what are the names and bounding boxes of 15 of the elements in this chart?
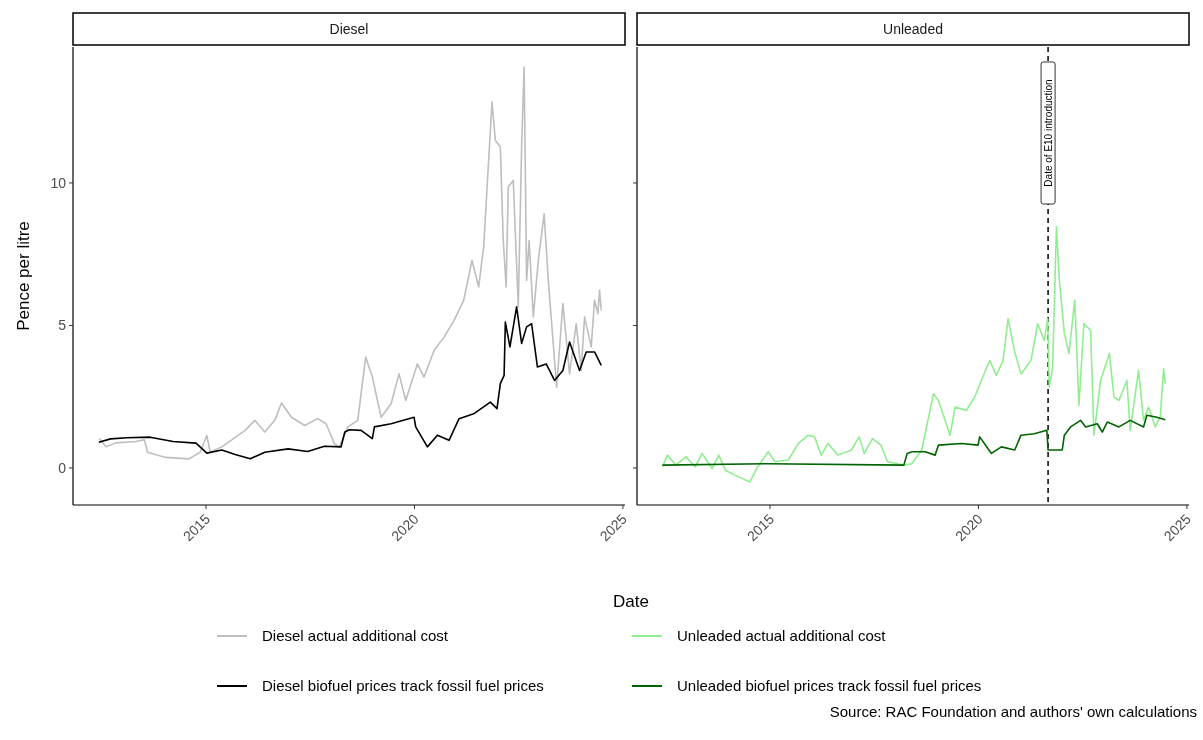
- line-series: [98, 66, 603, 460]
- x-axis-title: Date: [613, 592, 649, 611]
- chart-title: Diesel: [329, 21, 369, 37]
- line-series: [98, 306, 603, 460]
- source-note: Source: RAC Foundation and authors' own calculations: [829, 703, 1197, 721]
- legend-label: Unleaded biofuel prices track fossil fuel prices: [677, 677, 982, 695]
- y-axis-title: Pence per litre: [14, 221, 33, 331]
- legend-label: Unleaded actual additional cost: [677, 627, 887, 645]
- legend-label: Diesel biofuel prices track fossil fuel prices: [262, 677, 544, 695]
- legend-label: Diesel actual additional cost: [262, 627, 449, 645]
- y-tick-label: 10: [50, 174, 67, 191]
- chart-title: Unleaded: [883, 21, 943, 37]
- y-tick-label: 0: [58, 459, 67, 476]
- y-tick-label: 5: [58, 317, 67, 334]
- ref-line-label: Date of E10 introduction: [1042, 79, 1054, 187]
